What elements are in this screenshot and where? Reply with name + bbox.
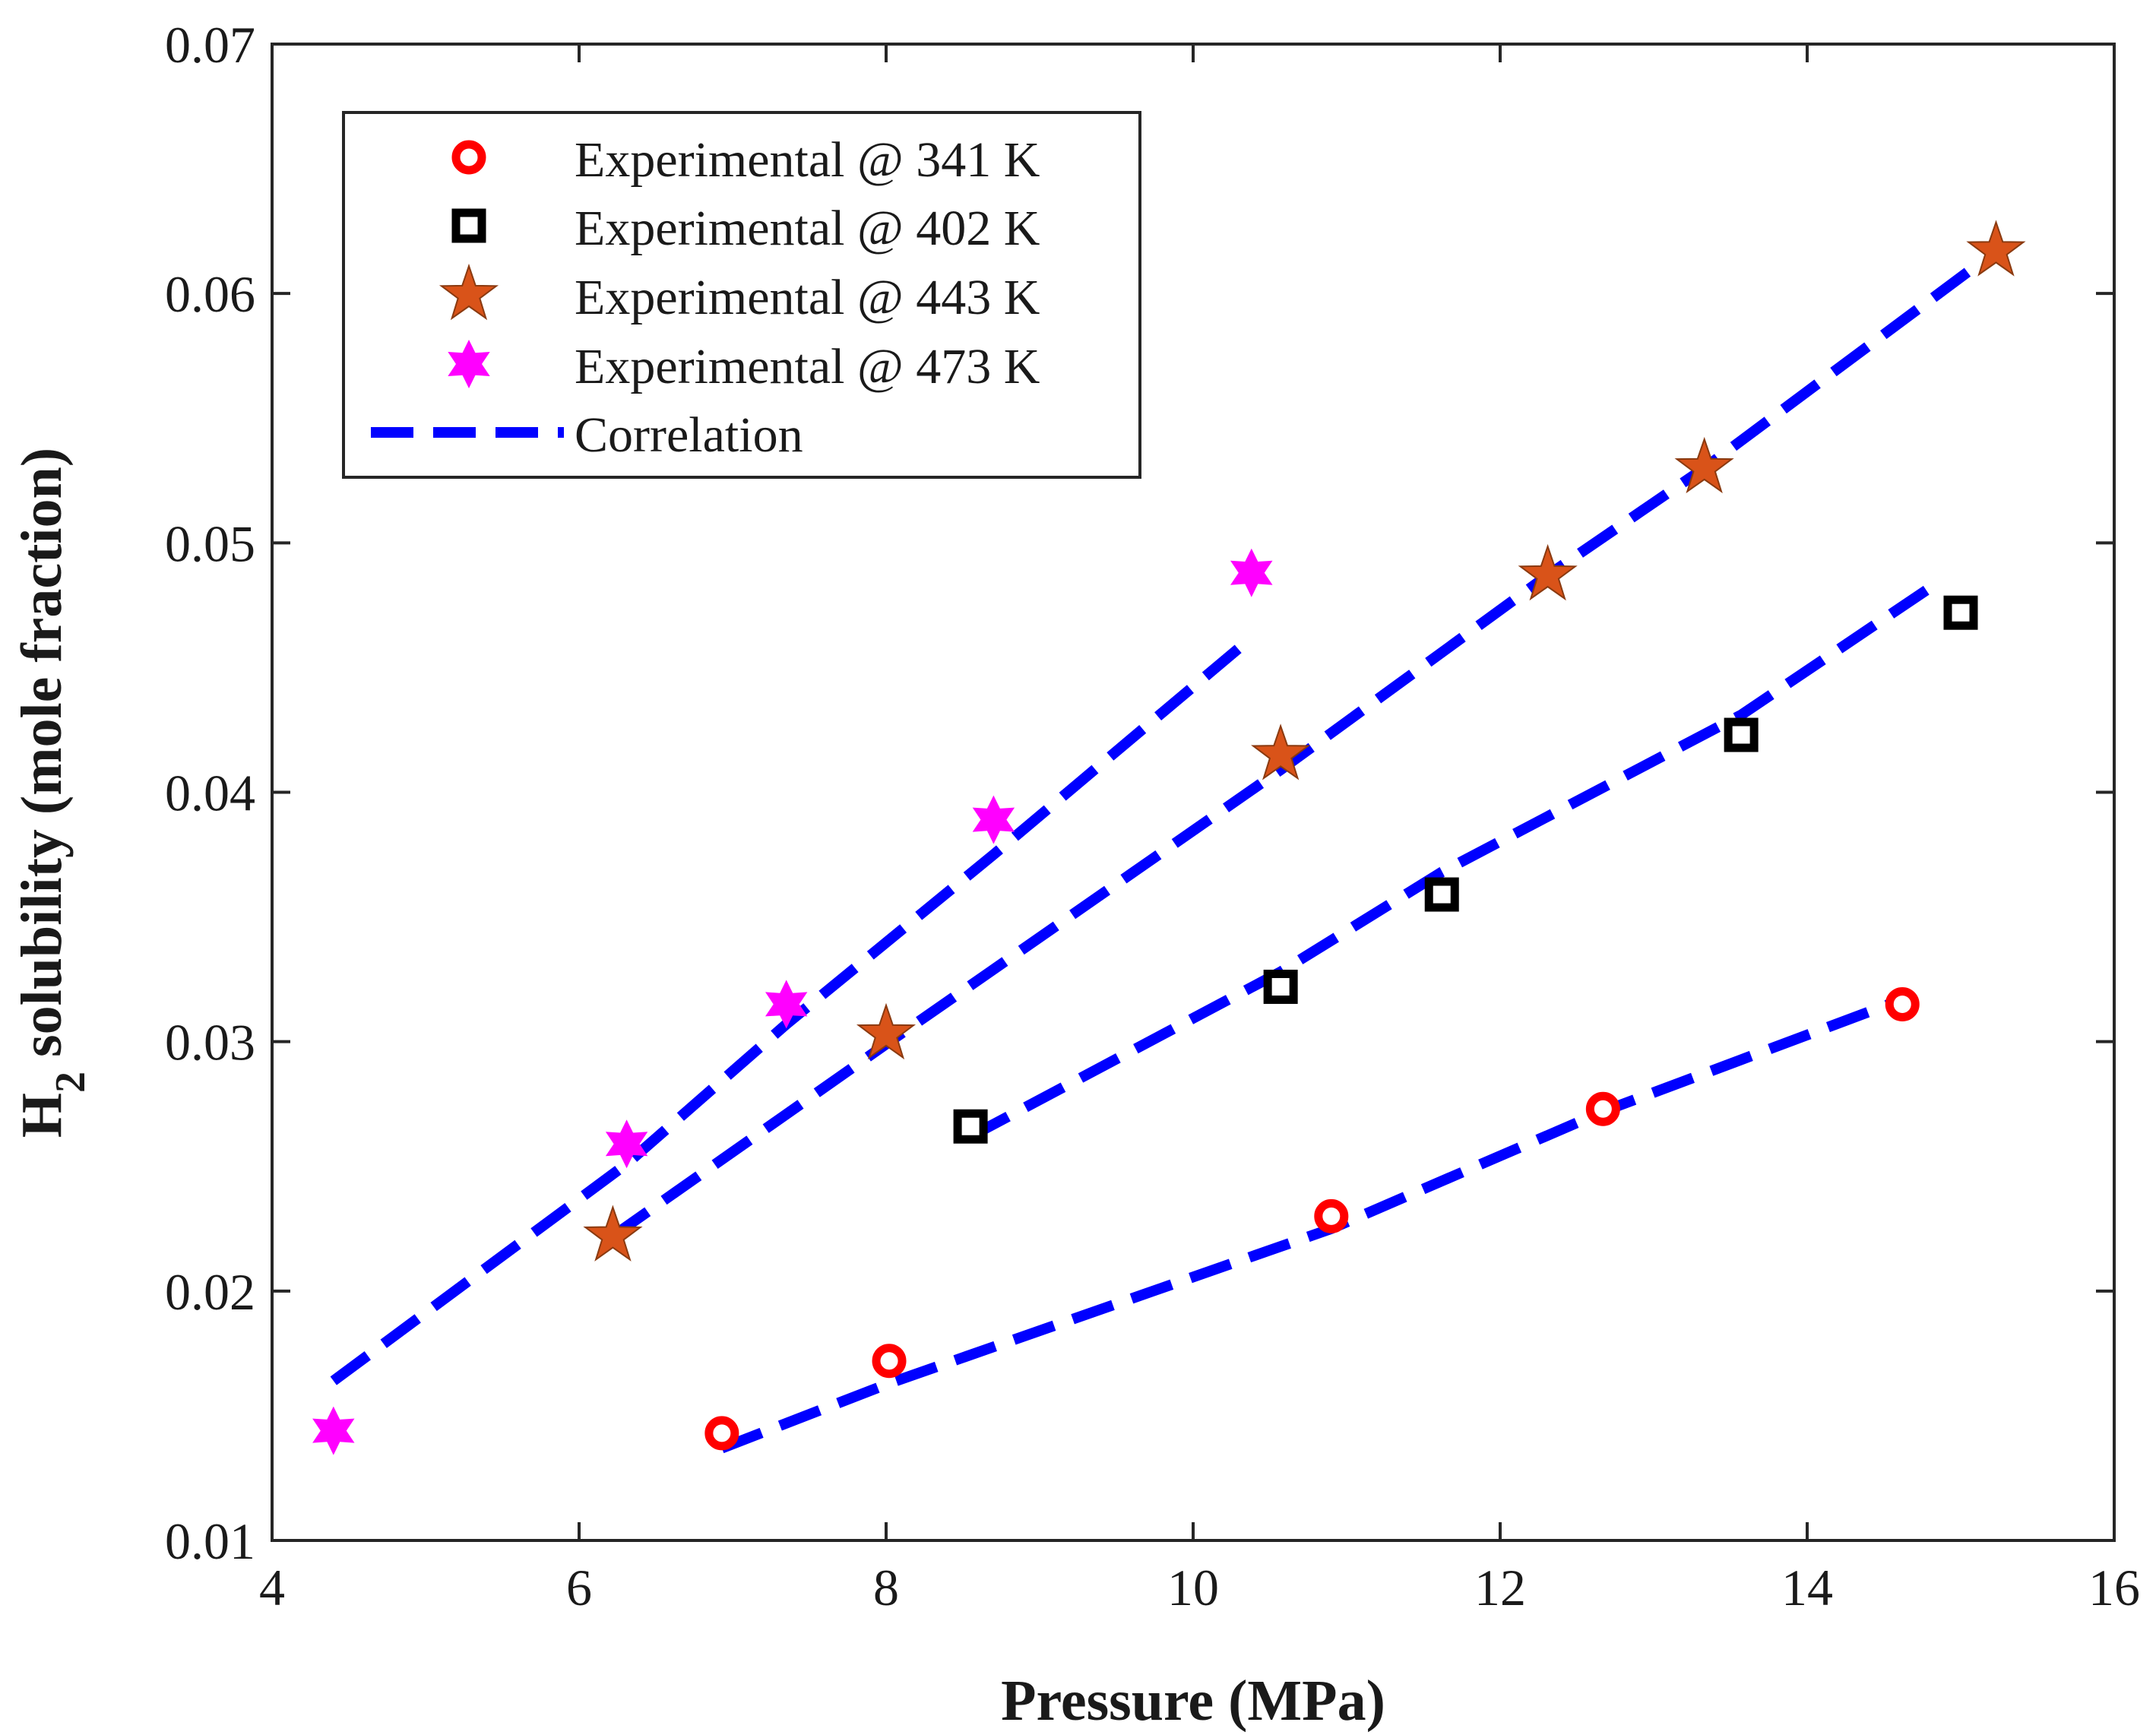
data-point-s3-2 — [856, 1002, 917, 1060]
data-point-s3-1 — [583, 1205, 643, 1262]
correlation-line-3 — [609, 259, 1983, 1241]
x-tick-label: 6 — [566, 1559, 592, 1616]
legend-marker-4 — [448, 340, 490, 388]
legend-label-402: Experimental @ 402 K — [575, 201, 1040, 256]
y-tick-label: 0.07 — [165, 16, 255, 74]
data-point-s1-4 — [1585, 1091, 1620, 1126]
legend-label-341: Experimental @ 341 K — [575, 132, 1040, 188]
data-point-s2-1 — [953, 1109, 988, 1144]
y-tick-label: 0.03 — [165, 1014, 255, 1072]
data-point-s2-4 — [1724, 717, 1759, 752]
data-point-s4-3 — [765, 980, 808, 1029]
y-axis-title: H2 solubility (mole fraction) — [10, 448, 94, 1138]
legend-marker-3 — [438, 263, 499, 321]
y-axis-title-main: H — [10, 1093, 74, 1138]
x-tick-label: 16 — [2088, 1559, 2140, 1616]
y-tick-label: 0.05 — [165, 514, 255, 572]
legend-label-correlation: Correlation — [575, 407, 803, 463]
data-point-s3-3 — [1251, 723, 1311, 780]
y-tick-label: 0.02 — [165, 1263, 255, 1321]
data-point-s1-3 — [1314, 1198, 1349, 1233]
y-axis-title-rest: solubility (mole fraction) — [10, 448, 74, 1072]
x-tick-label: 10 — [1167, 1559, 1219, 1616]
legend-label-473: Experimental @ 473 K — [575, 339, 1040, 394]
data-point-s2-5 — [1943, 595, 1978, 630]
legend: Experimental @ 341 K Experimental @ 402 … — [342, 111, 1141, 479]
data-point-s3-4 — [1518, 543, 1578, 601]
legend-label-443: Experimental @ 443 K — [575, 270, 1040, 325]
x-tick-label: 12 — [1474, 1559, 1526, 1616]
data-point-s1-1 — [704, 1416, 739, 1451]
data-point-s4-5 — [1230, 548, 1273, 597]
x-tick-label: 14 — [1781, 1559, 1833, 1616]
data-point-s4-2 — [605, 1119, 648, 1169]
y-tick-label: 0.01 — [165, 1512, 255, 1570]
legend-icons — [371, 140, 564, 438]
legend-marker-1 — [451, 140, 486, 175]
x-tick-label: 8 — [873, 1559, 899, 1616]
data-point-s2-2 — [1263, 969, 1298, 1004]
data-point-s3-6 — [1966, 220, 2026, 277]
axis-ticks: 4 6 8 10 12 14 16 0.01 0.02 0.03 0.04 0.05 0.06 0.07 — [165, 16, 2140, 1616]
x-axis-title: Pressure (MPa) — [1001, 1669, 1385, 1733]
legend-marker-2 — [451, 208, 486, 243]
correlation-line-1 — [720, 994, 1904, 1454]
correlation-line-2 — [967, 583, 1933, 1141]
y-tick-label: 0.06 — [165, 265, 255, 323]
data-point-s3-5 — [1674, 436, 1734, 494]
x-tick-label: 4 — [259, 1559, 285, 1616]
y-tick-label: 0.04 — [165, 765, 255, 822]
experimental-points — [312, 220, 2026, 1455]
y-axis-title-subscript: 2 — [47, 1072, 94, 1093]
data-point-s2-3 — [1424, 877, 1459, 912]
data-point-s4-4 — [972, 795, 1015, 844]
data-point-s1-2 — [872, 1344, 907, 1379]
data-point-s1-5 — [1885, 986, 1920, 1021]
data-point-s4-1 — [312, 1406, 355, 1455]
